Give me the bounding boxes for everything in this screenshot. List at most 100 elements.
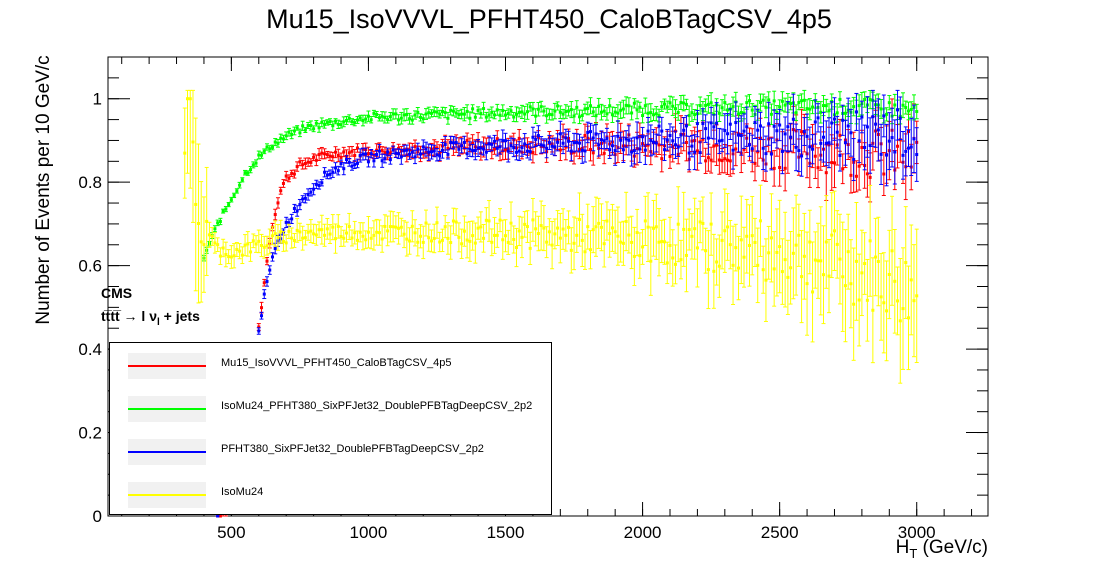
data-point <box>726 108 730 112</box>
data-point <box>813 120 817 124</box>
data-point <box>517 149 521 153</box>
data-point <box>410 150 414 154</box>
data-point <box>854 110 858 114</box>
data-point <box>583 134 587 138</box>
data-point <box>761 146 765 150</box>
data-point <box>772 99 776 103</box>
data-point <box>819 110 823 114</box>
data-point <box>898 116 902 120</box>
data-point <box>550 113 554 117</box>
data-point <box>616 134 620 138</box>
data-point <box>808 240 812 244</box>
data-point <box>419 152 423 156</box>
data-point <box>704 127 708 131</box>
data-point <box>451 219 455 223</box>
data-point <box>495 137 499 141</box>
data-point <box>717 158 721 162</box>
data-point <box>465 109 469 113</box>
data-point <box>569 248 573 252</box>
data-point <box>345 158 349 162</box>
data-point <box>695 122 699 126</box>
data-point <box>720 138 724 142</box>
data-point <box>438 154 442 158</box>
data-point <box>909 107 913 111</box>
x-axis-label: HT (GeV/c) <box>896 537 988 561</box>
data-point <box>342 120 346 124</box>
data-point <box>742 255 746 259</box>
data-point <box>569 149 573 153</box>
series-2 <box>215 89 919 518</box>
data-point <box>660 239 664 243</box>
data-point <box>663 240 667 244</box>
data-point <box>262 281 266 285</box>
data-point <box>887 139 891 143</box>
data-point <box>545 114 549 118</box>
data-point <box>432 236 436 240</box>
data-point <box>909 278 913 282</box>
data-point <box>767 122 771 126</box>
data-point <box>284 174 288 178</box>
data-point <box>871 308 875 312</box>
data-point <box>292 238 296 242</box>
data-point <box>772 124 776 128</box>
data-point <box>610 144 614 148</box>
x-axis-label-unit: (GeV/c) <box>917 537 988 558</box>
data-point <box>227 255 231 259</box>
data-point <box>896 299 900 303</box>
data-point <box>339 155 343 159</box>
data-point <box>273 140 277 144</box>
data-point <box>249 250 253 254</box>
data-point <box>715 121 719 125</box>
data-point <box>531 135 535 139</box>
data-point <box>377 149 381 153</box>
data-point <box>449 108 453 112</box>
data-point <box>561 141 565 145</box>
data-point <box>652 113 656 117</box>
data-point <box>292 172 296 176</box>
data-point <box>498 145 502 149</box>
data-point <box>709 222 713 226</box>
data-point <box>298 203 302 207</box>
data-point <box>309 160 313 164</box>
data-point <box>775 250 779 254</box>
data-point <box>802 130 806 134</box>
data-point <box>210 234 214 238</box>
data-point <box>397 118 401 122</box>
data-point <box>369 118 373 122</box>
data-point <box>254 242 258 246</box>
data-point <box>690 144 694 148</box>
data-point <box>317 228 321 232</box>
data-point <box>706 268 710 272</box>
data-point <box>306 192 310 196</box>
legend-entry: Mu15_IsoVVVL_PFHT450_CaloBTagCSV_4p5 <box>110 343 551 385</box>
data-point <box>451 141 455 145</box>
data-point <box>487 142 491 146</box>
data-point <box>643 148 647 152</box>
data-point <box>550 243 554 247</box>
data-point <box>687 151 691 155</box>
data-point <box>682 128 686 132</box>
data-point <box>353 153 357 157</box>
data-point <box>268 268 272 272</box>
data-point <box>805 107 809 111</box>
data-point <box>369 152 373 156</box>
data-point <box>482 107 486 111</box>
data-point <box>191 140 195 144</box>
data-point <box>484 218 488 222</box>
data-point <box>709 158 713 162</box>
data-point <box>514 112 518 116</box>
data-point <box>808 107 812 111</box>
data-point <box>619 240 623 244</box>
data-point <box>663 102 667 106</box>
data-point <box>816 116 820 120</box>
data-point <box>539 105 543 109</box>
data-point <box>438 112 442 116</box>
data-point <box>306 123 310 127</box>
data-point <box>449 140 453 144</box>
data-point <box>783 132 787 136</box>
data-point <box>345 118 349 122</box>
data-point <box>443 143 447 147</box>
data-point <box>216 514 220 518</box>
data-point <box>273 247 277 251</box>
data-point <box>739 110 743 114</box>
